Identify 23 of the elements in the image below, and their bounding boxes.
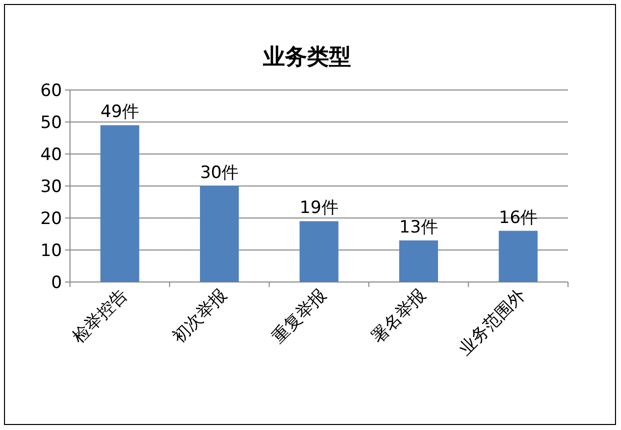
y-tick-label: 60: [40, 81, 62, 101]
data-label: 30件: [200, 163, 239, 183]
x-tick-label: 初次举报: [168, 285, 231, 348]
y-tick-label: 10: [40, 241, 62, 261]
y-tick-label: 30: [40, 177, 62, 197]
bar: [300, 221, 338, 282]
bar: [399, 240, 438, 282]
x-tick-label: 重复举报: [268, 285, 331, 348]
data-label: 13件: [399, 217, 438, 238]
chart-title: 业务类型: [262, 45, 351, 70]
bar: [200, 186, 239, 282]
data-label: 19件: [300, 198, 338, 218]
data-label: 49件: [100, 102, 140, 122]
data-label: 16件: [498, 208, 538, 228]
x-tick-label: 业务范围外: [455, 285, 530, 360]
y-tick-label: 50: [40, 113, 62, 133]
y-tick-label: 20: [40, 209, 62, 229]
x-tick-label: 署名举报: [368, 285, 430, 348]
bar: [498, 230, 538, 282]
y-tick-label: 40: [40, 145, 62, 165]
x-tick-label: 检举控告: [69, 285, 132, 348]
bar: [100, 125, 140, 282]
y-tick-label: 0: [51, 273, 62, 293]
